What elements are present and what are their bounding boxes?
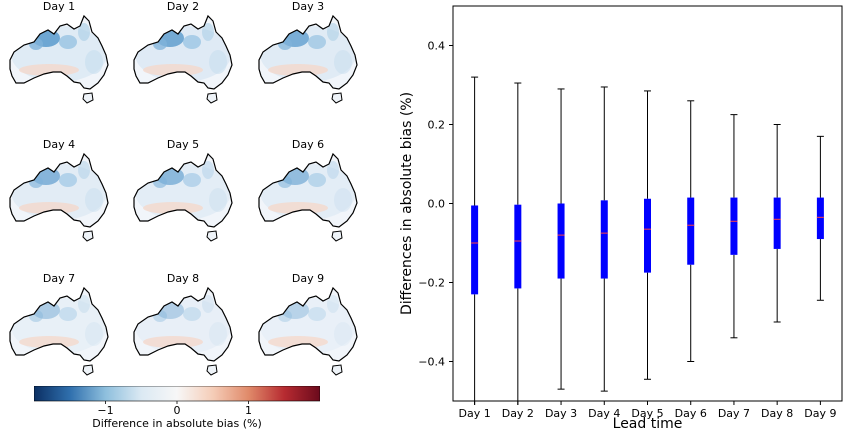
map-title: Day 2 xyxy=(166,0,200,13)
box-8 xyxy=(773,124,781,323)
australia-map xyxy=(133,152,233,242)
colorbar-title: Difference in absolute bias (%) xyxy=(92,417,262,430)
map-title: Day 6 xyxy=(291,138,325,151)
colorbar-tick-label: −1 xyxy=(97,404,114,417)
box-2 xyxy=(514,82,522,405)
map-panel: Day 6 xyxy=(253,138,363,253)
australia-map xyxy=(9,286,109,376)
colorbar-tick-label: 0 xyxy=(173,404,181,417)
y-tick-label: 0.2 xyxy=(428,119,446,132)
x-tick-label: Day 4 xyxy=(588,407,620,420)
x-tick-label: Day 8 xyxy=(761,407,793,420)
box-1 xyxy=(471,76,479,405)
map-title: Day 3 xyxy=(291,0,325,13)
x-tick-label: Day 1 xyxy=(459,407,491,420)
box-5 xyxy=(644,90,651,380)
box-7 xyxy=(730,114,738,339)
boxplot-chart: −0.4 −0.2 0.0 0.2 0.4 Day 1 Day 2 Day 3 Day 4 Day… xyxy=(399,5,843,432)
map-panel: Day 5 xyxy=(128,138,238,253)
map-title: Day 4 xyxy=(42,138,76,151)
box-6 xyxy=(687,100,695,362)
map-grid: Day 1 Day 2 Day 3 Day 4 Day 5 Day 6 Day 7 Day 8… xyxy=(0,0,358,433)
x-tick-label: Day 9 xyxy=(804,407,836,420)
iqr-box xyxy=(730,197,738,255)
box-3 xyxy=(557,88,565,390)
x-tick-label: Day 2 xyxy=(502,407,534,420)
australia-map xyxy=(9,14,109,104)
iqr-box xyxy=(557,203,565,279)
iqr-box xyxy=(600,200,608,279)
y-tick-label: 0.0 xyxy=(428,198,446,211)
map-panel: Day 4 xyxy=(4,138,114,253)
map-title: Day 7 xyxy=(42,272,76,285)
map-panel: Day 3 xyxy=(253,0,363,115)
iqr-box xyxy=(816,197,824,240)
australia-map xyxy=(258,14,358,104)
australia-map xyxy=(9,152,109,242)
iqr-box xyxy=(687,197,695,265)
x-tick-label: Day 3 xyxy=(545,407,577,420)
australia-map xyxy=(258,286,358,376)
australia-map xyxy=(133,14,233,104)
map-panel: Day 9 xyxy=(253,272,363,387)
colorbar-tick-label: 1 xyxy=(245,404,252,417)
map-panel: Day 1 xyxy=(4,0,114,115)
iqr-box xyxy=(514,204,522,289)
map-panel: Day 2 xyxy=(128,0,238,115)
map-title: Day 9 xyxy=(291,272,325,285)
iqr-box xyxy=(471,205,479,295)
map-panel: Day 8 xyxy=(128,272,238,387)
australia-map xyxy=(258,152,358,242)
x-tick-label: Day 7 xyxy=(718,407,750,420)
box-9 xyxy=(816,135,824,301)
colorbar-gradient xyxy=(33,385,321,404)
y-tick-label: −0.2 xyxy=(418,277,445,290)
map-title: Day 5 xyxy=(166,138,200,151)
colorbar: −1 0 1 Difference in absolute bias (%) xyxy=(33,385,321,431)
y-axis-label: Differences in absolute bias (%) xyxy=(399,92,415,315)
iqr-box xyxy=(773,197,781,249)
x-tick-label: Day 5 xyxy=(631,407,663,420)
map-title: Day 8 xyxy=(166,272,200,285)
y-tick-label: 0.4 xyxy=(428,40,446,53)
australia-map xyxy=(133,286,233,376)
y-tick-label: −0.4 xyxy=(418,356,445,369)
x-tick-label: Day 6 xyxy=(675,407,707,420)
box-4 xyxy=(600,86,608,392)
iqr-box xyxy=(644,198,651,273)
map-title: Day 1 xyxy=(42,0,76,13)
map-panel: Day 7 xyxy=(4,272,114,387)
x-axis-label: Lead time xyxy=(613,416,683,432)
